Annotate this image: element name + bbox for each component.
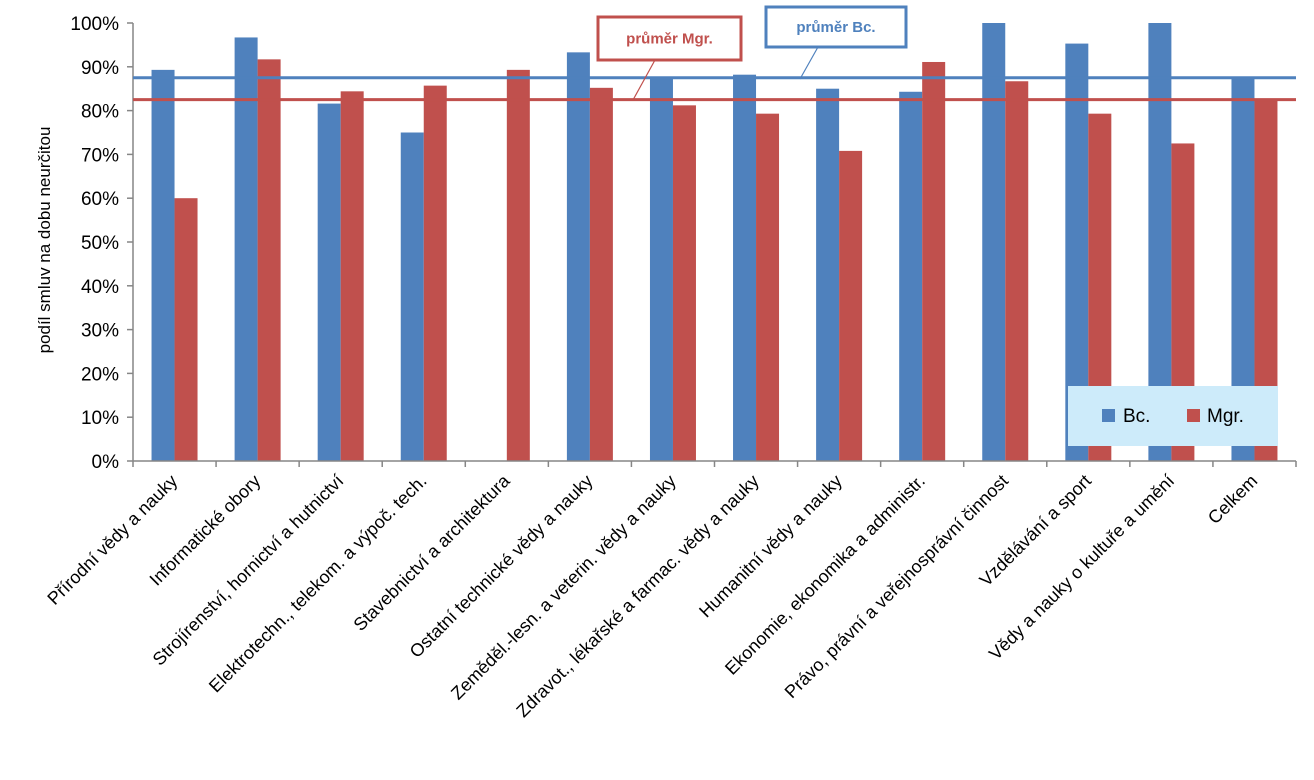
y-tick-label: 40%: [81, 277, 119, 298]
legend-label-mgr: Mgr.: [1207, 406, 1244, 427]
x-axis-ticks: [132, 461, 1297, 467]
callout-box: [596, 15, 743, 62]
y-tick-label: 30%: [81, 321, 119, 342]
bar-bc: [317, 103, 341, 461]
bar-mgr: [506, 69, 530, 461]
y-tick-label: 90%: [81, 58, 119, 79]
bar-bc: [733, 74, 757, 462]
bar-bc: [151, 69, 175, 461]
legend-label-bc: Bc.: [1123, 406, 1150, 427]
bar-mgr: [1088, 113, 1112, 461]
y-tick-label: 10%: [81, 408, 119, 429]
y-tick-label: 80%: [81, 102, 119, 123]
y-tick-label: 0%: [92, 452, 120, 473]
y-axis-ticks: 0% 10% 20% 30% 40% 50% 60% 70% 80% 90% 100%: [70, 14, 133, 473]
bar-mgr: [756, 113, 780, 461]
bar-mgr: [423, 85, 447, 461]
bar-mgr: [1171, 143, 1195, 461]
bar-mgr: [340, 91, 364, 461]
bar-mgr: [257, 59, 281, 461]
bar-bc: [649, 77, 673, 461]
bar-mgr: [1005, 81, 1029, 461]
y-tick-label: 20%: [81, 364, 119, 385]
reference-lines: [133, 76, 1296, 102]
bar-mgr: [839, 150, 863, 461]
bar-bc: [1231, 77, 1255, 461]
callout-pointer: [799, 46, 819, 80]
callout-label: průměr Bc.: [796, 19, 875, 36]
bar-bc: [400, 132, 424, 461]
bar-mgr: [174, 198, 198, 461]
y-axis-label: podíl smluv na dobu neurčitou: [35, 127, 54, 354]
legend-box: [1068, 386, 1278, 446]
bar-mgr: [1254, 99, 1278, 462]
category-label: Celkem: [1204, 471, 1261, 528]
category-label: Vědy a nauky o kultuře a umění: [985, 471, 1178, 664]
callout-pointer: [632, 59, 656, 101]
bar-bc: [566, 52, 590, 461]
category-label: Ostatní technické vědy a nauky: [406, 471, 597, 662]
y-tick-label: 50%: [81, 233, 119, 254]
callout-label: průměr Mgr.: [626, 31, 713, 48]
bar-bc: [1065, 43, 1089, 461]
bars-layer: [151, 23, 1278, 462]
bar-bc: [234, 37, 258, 461]
bar-mgr: [672, 105, 696, 462]
legend-swatch-bc: [1102, 409, 1115, 422]
bar-bc: [816, 88, 840, 461]
bar-mgr: [589, 87, 613, 461]
category-label: Humanitní vědy a nauky: [695, 471, 846, 622]
reference-callouts: průměr Bc. průměr Mgr.: [596, 5, 908, 101]
y-tick-label: 60%: [81, 189, 119, 210]
legend-swatch-mgr: [1187, 409, 1200, 422]
bar-bc: [899, 91, 923, 462]
legend: Bc. Mgr.: [1068, 386, 1278, 446]
bar-bc: [982, 23, 1006, 461]
bar-bc: [1148, 23, 1172, 461]
category-label: Stavebnictví a architektura: [350, 470, 515, 635]
y-tick-label: 100%: [70, 14, 119, 35]
y-tick-label: 70%: [81, 145, 119, 166]
bar-mgr: [922, 61, 946, 462]
callout-box: [764, 5, 908, 49]
